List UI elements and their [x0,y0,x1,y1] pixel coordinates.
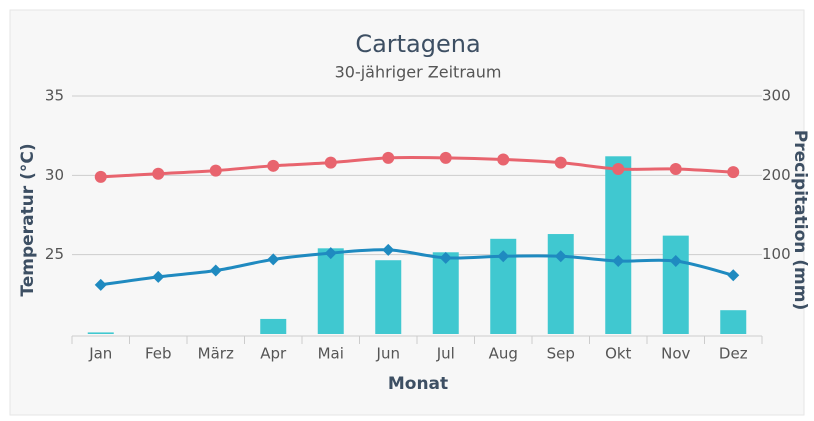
y2-tick-label: 100 [762,245,791,263]
x-tick-label: Mai [318,345,344,363]
marker [554,156,567,169]
marker [267,159,280,172]
marker [324,156,337,169]
marker [497,153,510,166]
marker [497,250,510,263]
y2-axis-title: Precipitation (mm) [790,130,810,311]
y-tick-label: 30 [45,166,64,184]
marker [612,255,625,268]
marker [669,255,682,268]
chart-title: Cartagena [355,30,480,58]
marker [94,170,107,183]
x-tick-label: Sep [547,345,575,363]
marker [152,270,165,283]
x-tick-label: Jul [436,345,455,363]
marker [152,167,165,180]
marker [324,247,337,260]
bar [87,332,114,334]
bar [662,235,689,334]
bar [720,310,747,334]
x-tick-label: Apr [260,345,287,363]
chart-background [9,9,805,416]
marker [554,250,567,263]
marker [439,151,452,164]
x-tick-label: Jan [88,345,112,363]
y-tick-label: 35 [45,87,64,105]
y2-tick-label: 200 [762,166,791,184]
x-tick-label: Nov [661,345,690,363]
x-tick-label: Dez [719,345,748,363]
x-tick-label: Aug [489,345,518,363]
marker [94,278,107,291]
marker [209,164,222,177]
bar [317,248,344,334]
y-axis-title: Temperatur (°C) [18,143,38,296]
bar [260,318,287,334]
marker [439,251,452,264]
bar [547,234,574,334]
y-tick-label: 25 [45,245,64,263]
x-tick-label: März [198,345,234,363]
marker [382,243,395,256]
y2-tick-label: 300 [762,87,791,105]
x-tick-label: Jun [376,345,400,363]
marker [727,166,740,179]
x-axis-title: Monat [388,374,448,394]
x-tick-label: Feb [145,345,172,363]
x-tick-label: Okt [605,345,631,363]
marker [209,264,222,277]
bar [375,260,402,334]
marker [267,253,280,266]
marker [669,162,682,175]
marker [612,162,625,175]
bar [432,252,459,334]
marker [727,269,740,282]
chart-subtitle: 30-jähriger Zeitraum [335,63,502,82]
marker [382,151,395,164]
bar [605,156,632,334]
